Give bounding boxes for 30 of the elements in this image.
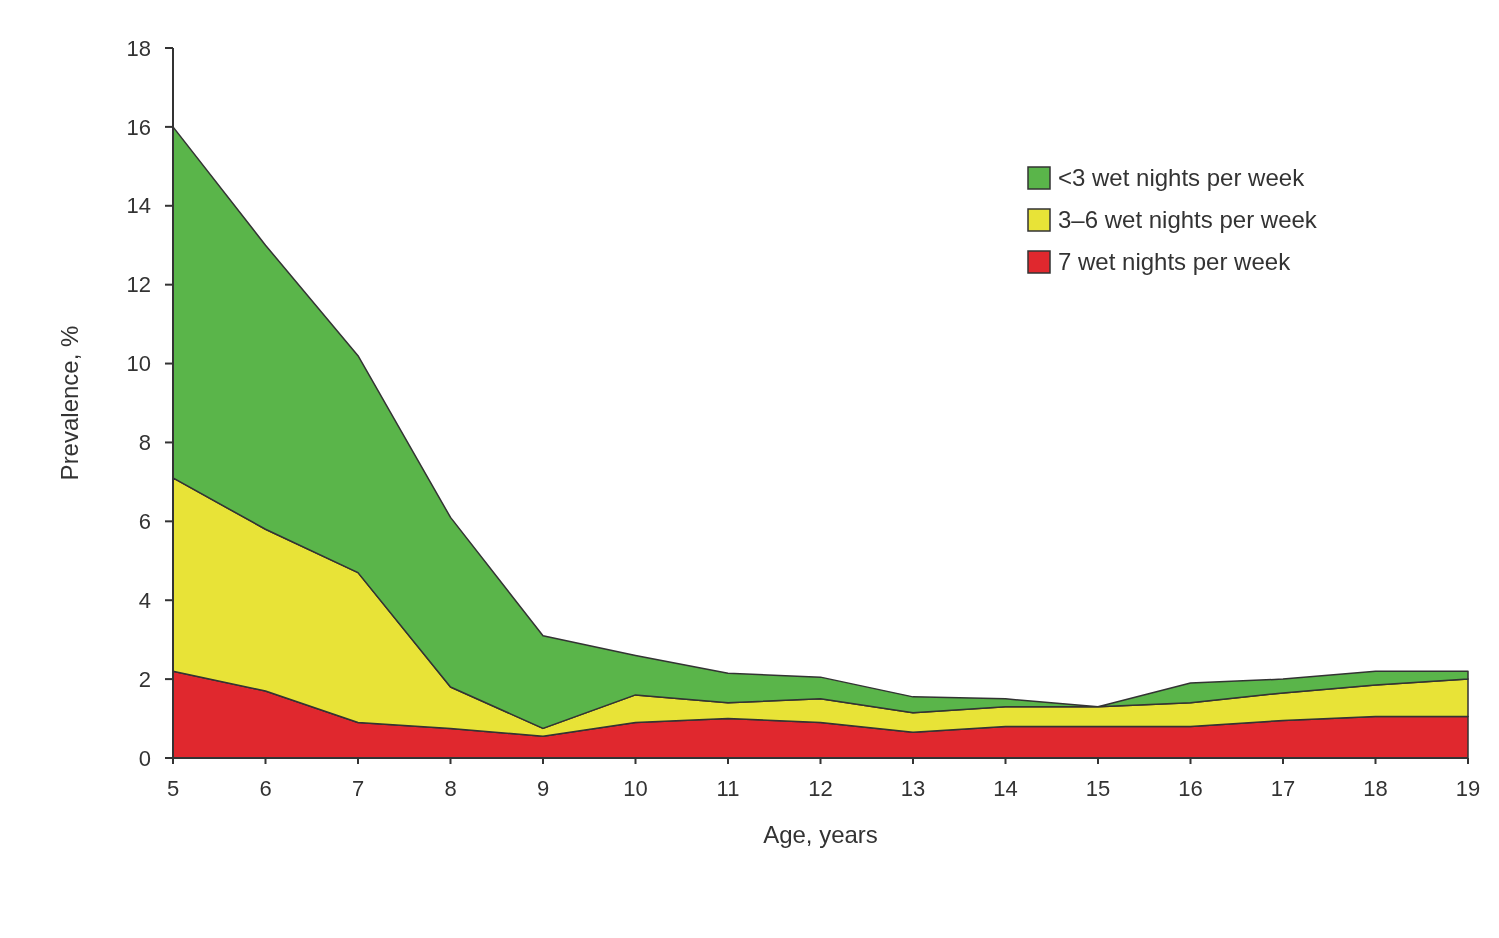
x-tick-label: 10 [623, 776, 648, 801]
x-tick-label: 11 [716, 776, 740, 801]
x-tick-label: 18 [1363, 776, 1388, 801]
y-tick-label: 2 [138, 666, 151, 692]
x-tick-label: 17 [1270, 776, 1296, 801]
y-tick-label: 6 [138, 509, 151, 535]
x-tick-label: 14 [993, 776, 1018, 801]
y-tick-label: 8 [138, 430, 151, 456]
x-tick-label: 8 [444, 776, 457, 801]
y-tick-label: 12 [126, 272, 151, 298]
x-tick-label: 5 [166, 776, 180, 801]
y-tick-label: 14 [126, 193, 151, 219]
legend-label: 7 wet nights per week [1058, 248, 1292, 276]
x-tick-label: 7 [351, 776, 365, 801]
x-tick-label: 12 [808, 776, 833, 801]
x-tick-label: 15 [1085, 776, 1111, 801]
y-tick-label: 10 [126, 351, 151, 377]
x-tick-label: 9 [536, 776, 550, 801]
y-tick-label: 18 [126, 35, 151, 61]
x-tick-label: 19 [1455, 776, 1481, 801]
legend-label: 3–6 wet nights per week [1058, 206, 1318, 234]
x-tick-label: 13 [900, 776, 926, 801]
y-tick-label: 0 [138, 745, 151, 771]
x-axis-title: Age, years [763, 821, 878, 848]
x-tick-label: 6 [259, 776, 272, 801]
legend-label: <3 wet nights per week [1058, 164, 1306, 192]
x-tick-label: 16 [1178, 776, 1203, 801]
y-tick-label: 4 [138, 587, 151, 613]
y-axis-title: Prevalence, % [56, 325, 83, 481]
y-tick-label: 16 [126, 114, 151, 140]
